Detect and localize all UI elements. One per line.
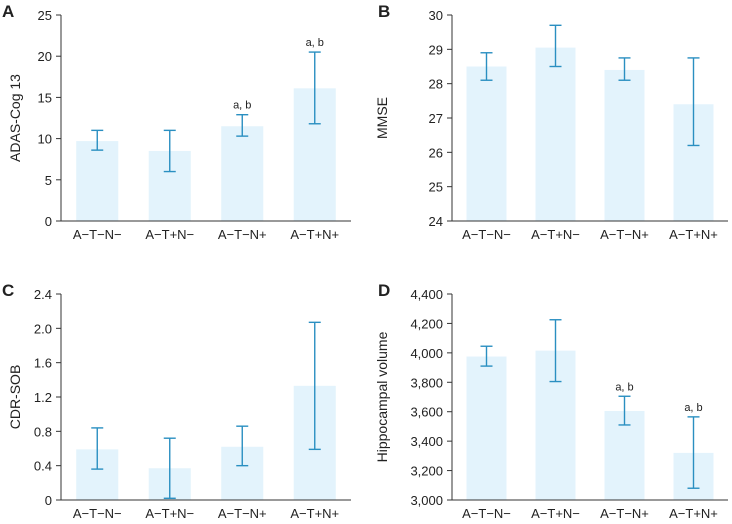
x-tick-label-a-3: A−T+N+ [290,227,339,242]
x-tick-label-a-2: A−T−N+ [218,227,267,242]
bar-d-2 [604,410,645,500]
y-tick-label-d-3: 3,600 [410,405,443,420]
y-axis-label-d: Hippocampal volume [374,331,390,462]
x-tick-label-c-2: A−T−N+ [218,506,267,521]
panel-label-a: A [2,2,14,21]
y-tick-label-d-5: 4,000 [410,346,443,361]
bar-b-2 [604,69,645,221]
bar-a-0 [76,141,119,221]
y-tick-label-d-6: 4,200 [410,316,443,331]
x-tick-label-a-0: A−T−N− [73,227,122,242]
x-tick-label-d-3: A−T+N+ [669,506,718,521]
bar-d-0 [466,356,507,500]
y-tick-label-c-6: 2.4 [34,287,52,302]
y-tick-label-a-3: 15 [38,90,52,105]
panel-label-c: C [2,281,14,300]
x-tick-label-c-1: A−T+N− [145,506,194,521]
annotation-d-2: a, b [615,381,633,393]
x-tick-label-b-0: A−T−N− [462,227,511,242]
bar-b-0 [466,66,507,221]
y-tick-label-c-5: 2.0 [34,321,52,336]
annotation-a-3: a, b [306,37,324,49]
y-axis-label-a: ADAS-Cog 13 [7,74,23,162]
y-tick-label-b-3: 27 [429,111,443,126]
y-tick-label-d-1: 3,200 [410,464,443,479]
y-tick-label-b-1: 25 [429,180,443,195]
y-tick-label-c-4: 1.6 [34,356,52,371]
x-tick-label-c-3: A−T+N+ [290,506,339,521]
y-tick-label-a-1: 5 [45,173,52,188]
y-tick-label-a-4: 20 [38,49,52,64]
x-tick-label-b-2: A−T−N+ [600,227,649,242]
y-tick-label-b-4: 28 [429,77,443,92]
y-axis-label-c: CDR-SOB [7,365,23,430]
y-tick-label-b-5: 29 [429,42,443,57]
y-tick-label-b-2: 26 [429,145,443,160]
x-tick-label-a-1: A−T+N− [145,227,194,242]
y-tick-label-c-3: 1.2 [34,390,52,405]
y-tick-label-a-0: 0 [45,214,52,229]
bar-b-1 [535,47,576,221]
annotation-d-3: a, b [684,402,702,414]
y-tick-label-d-4: 3,800 [410,375,443,390]
annotation-a-2: a, b [233,100,251,112]
y-tick-label-c-1: 0.4 [34,459,52,474]
y-tick-label-d-0: 3,000 [410,493,443,508]
panel-label-b: B [378,2,390,21]
panel-label-d: D [378,281,390,300]
x-tick-label-c-0: A−T−N− [73,506,122,521]
y-tick-label-d-2: 3,400 [410,434,443,449]
y-tick-label-b-6: 30 [429,8,443,23]
x-tick-label-d-1: A−T+N− [531,506,580,521]
bar-a-2 [221,126,264,221]
y-tick-label-c-0: 0 [45,493,52,508]
y-tick-label-a-2: 10 [38,132,52,147]
x-tick-label-b-3: A−T+N+ [669,227,718,242]
x-tick-label-b-1: A−T+N− [531,227,580,242]
y-axis-label-b: MMSE [374,97,390,139]
y-tick-label-c-2: 0.8 [34,424,52,439]
y-tick-label-a-5: 25 [38,8,52,23]
x-tick-label-d-2: A−T−N+ [600,506,649,521]
y-tick-label-b-0: 24 [429,214,443,229]
x-tick-label-d-0: A−T−N− [462,506,511,521]
y-tick-label-d-7: 4,400 [410,287,443,302]
